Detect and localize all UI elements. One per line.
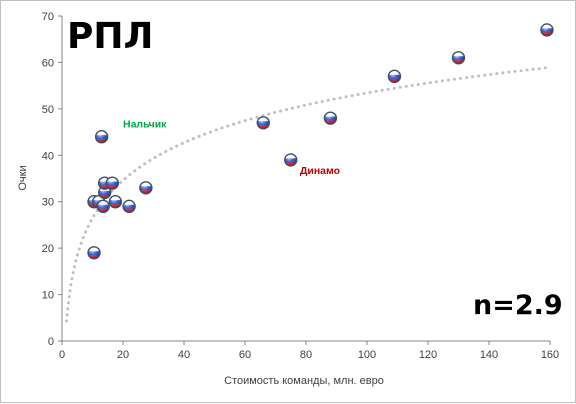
y-tick-label: 0 — [48, 336, 54, 348]
data-points — [87, 23, 554, 260]
y-axis-label: Очки — [17, 165, 29, 190]
data-point — [105, 176, 120, 190]
x-tick-label: 60 — [239, 349, 251, 361]
data-point — [87, 246, 101, 260]
stat-label: n=2.9 — [473, 290, 563, 321]
annotation-label: Динамо — [300, 165, 340, 177]
x-tick-label: 40 — [178, 349, 190, 361]
y-tick-label: 20 — [42, 243, 54, 255]
x-tick-label: 20 — [117, 349, 129, 361]
x-tick-label: 100 — [358, 349, 376, 361]
data-point — [540, 23, 554, 37]
data-point — [97, 185, 112, 200]
y-tick-label: 70 — [42, 11, 54, 23]
data-point — [256, 116, 270, 130]
trendline — [65, 65, 552, 323]
y-tick-label: 60 — [42, 57, 54, 69]
x-tick-label: 0 — [59, 349, 65, 361]
data-point — [96, 199, 110, 214]
y-tick-label: 50 — [42, 104, 54, 116]
annotation-label: Нальчик — [123, 118, 167, 130]
data-point — [451, 51, 466, 65]
x-axis-label: Стоимость команды, млн. евро — [224, 375, 384, 387]
data-point — [108, 195, 123, 209]
x-tick-label: 140 — [480, 349, 498, 361]
data-point — [94, 130, 109, 144]
chart-title: РПЛ — [67, 16, 153, 57]
trendline-path — [65, 65, 552, 323]
data-point — [387, 69, 402, 84]
y-tick-label: 30 — [42, 197, 54, 209]
y-tick-label: 40 — [42, 150, 54, 162]
data-point — [139, 181, 153, 195]
labels: РПЛ n=2.9 Стоимость команды, млн. евро О… — [17, 16, 563, 387]
data-point — [323, 111, 338, 125]
y-tick-label: 10 — [42, 290, 54, 302]
axes: 0 20 40 60 80 100 120 140 160 0 10 20 30 40 50 60 70 — [42, 11, 559, 361]
x-tick-label: 120 — [419, 349, 437, 361]
x-tick-label: 160 — [541, 349, 559, 361]
data-point — [284, 153, 298, 167]
data-point — [122, 199, 136, 214]
x-tick-label: 80 — [300, 349, 312, 361]
